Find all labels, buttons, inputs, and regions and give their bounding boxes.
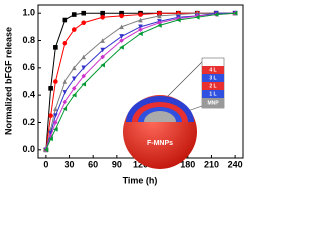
x-tick-label: 60 xyxy=(88,159,98,169)
marker xyxy=(138,17,143,23)
marker xyxy=(119,13,124,19)
x-tick-label: 210 xyxy=(204,159,219,169)
layer xyxy=(202,66,224,74)
marker xyxy=(71,12,77,17)
marker xyxy=(71,65,77,71)
marker xyxy=(194,14,200,20)
marker xyxy=(157,13,162,19)
marker xyxy=(81,81,87,87)
series-line xyxy=(45,12,236,150)
marker xyxy=(138,12,143,17)
marker xyxy=(48,113,53,118)
marker xyxy=(81,10,87,16)
marker xyxy=(157,23,162,28)
x-tick-label: 90 xyxy=(112,159,122,169)
marker xyxy=(138,27,143,32)
marker xyxy=(100,62,105,68)
x-tick-label: 120 xyxy=(133,159,148,169)
layer-label: 2 L xyxy=(209,83,216,89)
marker xyxy=(81,73,87,79)
y-tick-label: 0.8 xyxy=(22,35,35,45)
y-tick-label: 0.6 xyxy=(22,62,35,72)
y-tick-label: 0.0 xyxy=(22,144,35,154)
marker xyxy=(138,24,143,30)
marker xyxy=(48,86,53,91)
marker xyxy=(53,113,58,118)
layer xyxy=(202,98,224,108)
y-tick-label: 0.2 xyxy=(22,117,35,127)
x-tick-label: 30 xyxy=(65,159,75,169)
x-tick-label: 0 xyxy=(43,159,48,169)
marker xyxy=(62,106,68,112)
marker xyxy=(119,45,124,50)
series-line xyxy=(45,12,236,151)
series-line xyxy=(45,12,236,150)
x-axis-label: Time (h) xyxy=(123,175,158,185)
marker xyxy=(100,10,105,16)
marker xyxy=(71,76,77,82)
marker xyxy=(138,31,143,36)
x-tick-label: 240 xyxy=(228,159,243,169)
marker xyxy=(62,40,68,46)
marker xyxy=(100,54,105,60)
layer xyxy=(202,90,224,98)
marker xyxy=(71,86,77,91)
layer-label: 3 L xyxy=(209,75,216,81)
y-tick-label: 0.4 xyxy=(22,90,35,100)
layer-label: 1 L xyxy=(209,91,216,97)
marker xyxy=(157,10,162,16)
connector xyxy=(167,61,203,97)
marker xyxy=(53,106,58,112)
marker xyxy=(48,136,53,142)
marker xyxy=(62,90,68,95)
marker xyxy=(81,65,87,71)
marker xyxy=(71,27,77,32)
marker xyxy=(119,34,124,39)
marker xyxy=(100,14,105,20)
marker xyxy=(81,20,87,26)
marker xyxy=(119,24,124,30)
marker xyxy=(62,17,68,23)
marker xyxy=(119,38,124,43)
marker xyxy=(43,147,49,153)
marker xyxy=(100,47,105,53)
sphere-core xyxy=(144,111,176,122)
inset: F-MNPs 4 L 3 L 2 L 1 L MNP xyxy=(123,57,225,169)
layer-label: 4 L xyxy=(209,67,216,73)
layer xyxy=(202,74,224,82)
marker xyxy=(232,10,238,16)
marker xyxy=(53,127,58,132)
marker xyxy=(62,79,68,84)
marker xyxy=(213,12,219,17)
x-tick-label: 180 xyxy=(180,159,195,169)
y-axis-label: Normalized bFGF release xyxy=(3,27,13,135)
marker xyxy=(53,120,58,125)
layer xyxy=(202,82,224,90)
marker xyxy=(62,99,68,105)
marker xyxy=(176,17,181,23)
marker xyxy=(81,54,87,60)
marker xyxy=(53,79,58,84)
marker xyxy=(71,92,77,98)
y-tick-label: 1.0 xyxy=(22,8,35,18)
marker xyxy=(100,38,105,43)
marker xyxy=(157,20,162,26)
marker xyxy=(53,45,58,50)
chart: Time (h) Normalized bFGF release 0.0 0.2 0… xyxy=(3,4,244,185)
marker xyxy=(119,10,124,16)
layer-label: MNP xyxy=(207,100,219,106)
sphere-label: F-MNPs xyxy=(147,140,173,147)
